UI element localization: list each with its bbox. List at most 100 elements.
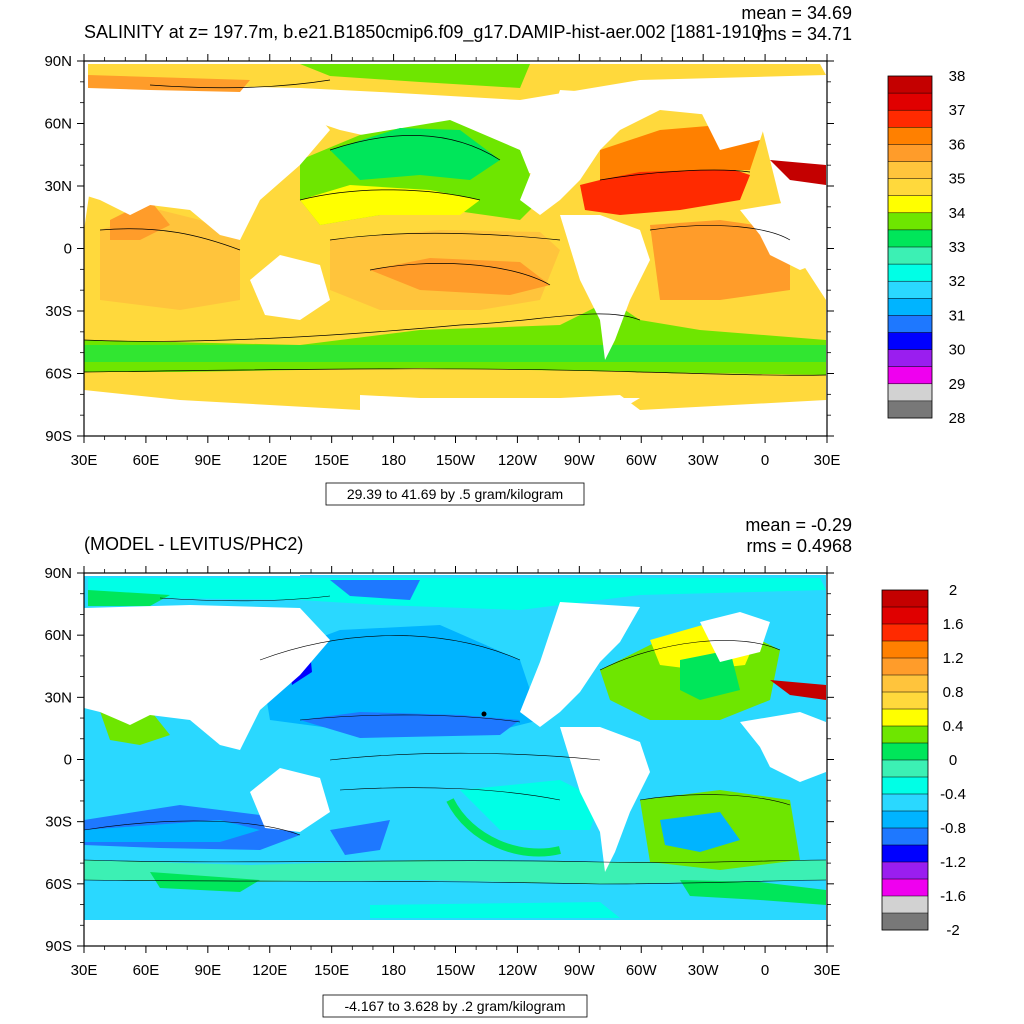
colorbar-label: 33 — [949, 239, 966, 256]
lat-tick-label: 0 — [64, 752, 72, 769]
lon-tick-label: 30E — [71, 452, 98, 469]
lat-tick-label: 60S — [45, 366, 72, 383]
colorbar-swatch — [882, 913, 928, 931]
lon-tick-label: 150E — [314, 452, 349, 469]
colorbar-label: 34 — [949, 205, 966, 222]
lat-tick-label: 0 — [64, 241, 72, 258]
lat-tick-label: 30N — [44, 689, 72, 706]
lat-tick-label: 60S — [45, 876, 72, 893]
colorbar-swatch — [888, 229, 932, 248]
salinity-lon-labels: 30E 60E 90E 120E 150E 180 150W 120W 90W 60W 30W 0 30… — [71, 452, 841, 469]
colorbar-label: 37 — [949, 102, 966, 119]
colorbar-swatch — [882, 777, 928, 795]
lon-tick-label: 60E — [133, 452, 160, 469]
difference-mean: mean = -0.29 — [745, 515, 852, 535]
colorbar-label: 30 — [949, 342, 966, 359]
lon-tick-label: 30W — [688, 452, 720, 469]
colorbar-label: -2 — [946, 922, 959, 939]
colorbar-label: 0 — [949, 752, 957, 769]
lon-tick-label: 120E — [252, 962, 287, 979]
salinity-range-box — [325, 482, 585, 506]
lat-tick-label: 90S — [45, 938, 72, 955]
difference-rms: rms = 0.4968 — [746, 536, 852, 556]
colorbar-swatch — [882, 624, 928, 642]
lon-tick-label: 120W — [498, 962, 538, 979]
colorbar-label: 35 — [949, 171, 966, 188]
colorbar-swatch — [888, 383, 932, 402]
colorbar-swatch — [882, 726, 928, 744]
colorbar-swatch — [882, 709, 928, 727]
lon-tick-label: 30E — [814, 962, 841, 979]
colorbar-label: 0.4 — [943, 718, 964, 735]
colorbar-label: -0.4 — [940, 786, 966, 803]
lon-tick-label: 120E — [252, 452, 287, 469]
colorbar-swatch — [888, 195, 932, 214]
lon-tick-label: 60W — [626, 452, 658, 469]
lon-tick-label: 30E — [71, 962, 98, 979]
salinity-lat-labels: 90N 60N 30N 0 30S 60S 90S — [44, 53, 72, 445]
lon-tick-label: 120W — [498, 452, 538, 469]
colorbar-label: 29 — [949, 376, 966, 393]
difference-title: (MODEL - LEVITUS/PHC2) — [84, 534, 303, 554]
salinity-range-text: 29.39 to 41.69 by .5 gram/kilogram — [347, 486, 563, 502]
colorbar-label: -1.2 — [940, 854, 966, 871]
colorbar-label: 1.6 — [943, 616, 964, 633]
colorbar-label: 1.2 — [943, 650, 964, 667]
colorbar-swatch — [888, 298, 932, 316]
colorbar-swatch — [888, 110, 932, 128]
colorbar-swatch — [882, 692, 928, 710]
lon-tick-label: 180 — [381, 962, 406, 979]
lon-tick-label: 180 — [381, 452, 406, 469]
colorbar-swatch — [882, 590, 928, 608]
colorbar-swatch — [888, 315, 932, 333]
colorbar-swatch — [888, 366, 932, 385]
colorbar-swatch — [888, 212, 932, 231]
colorbar-swatch — [882, 794, 928, 812]
colorbar-swatch — [888, 144, 932, 162]
colorbar-swatch — [882, 641, 928, 659]
lat-tick-label: 90S — [45, 428, 72, 445]
salinity-rms: rms = 34.71 — [756, 24, 852, 44]
lon-tick-label: 150W — [436, 962, 476, 979]
difference-range-text: -4.167 to 3.628 by .2 gram/kilogram — [344, 998, 565, 1014]
lat-tick-label: 30N — [44, 178, 72, 195]
difference-colorbar: 2 1.6 1.2 0.8 0.4 0 -0.4 -0.8 -1.2 -1.6 -2 — [881, 582, 966, 939]
colorbar-swatch — [882, 607, 928, 625]
difference-map — [84, 573, 827, 946]
lon-tick-label: 90W — [564, 962, 596, 979]
colorbar-swatch — [882, 675, 928, 693]
colorbar-label: 2 — [949, 582, 957, 599]
lon-tick-label: 0 — [761, 452, 769, 469]
colorbar-label: 36 — [949, 136, 966, 153]
lon-tick-label: 60E — [133, 962, 160, 979]
colorbar-swatch — [888, 281, 932, 299]
lon-tick-label: 90E — [194, 452, 221, 469]
colorbar-swatch — [882, 828, 928, 846]
lon-tick-label: 150W — [436, 452, 476, 469]
colorbar-swatch — [888, 247, 932, 265]
difference-lat-labels: 90N 60N 30N 0 30S 60S 90S — [44, 565, 72, 955]
lon-tick-label: 30W — [688, 962, 720, 979]
lat-tick-label: 90N — [44, 53, 72, 70]
lon-tick-label: 90E — [194, 962, 221, 979]
colorbar-swatch — [888, 76, 932, 94]
colorbar-swatch — [882, 896, 928, 914]
colorbar-swatch — [888, 161, 932, 179]
colorbar-label: 31 — [949, 307, 966, 324]
lat-tick-label: 30S — [45, 303, 72, 320]
colorbar-swatch — [882, 743, 928, 761]
colorbar-swatch — [888, 93, 932, 111]
colorbar-label: 38 — [949, 68, 966, 85]
lat-tick-label: 90N — [44, 565, 72, 582]
salinity-colorbar: 38 37 36 35 34 33 32 31 30 29 28 — [887, 68, 966, 427]
difference-lon-labels: 30E 60E 90E 120E 150E 180 150W 120W 90W 60W 30W 0 30… — [71, 962, 841, 979]
lon-tick-label: 90W — [564, 452, 596, 469]
colorbar-swatch — [888, 178, 932, 196]
lon-tick-label: 150E — [314, 962, 349, 979]
salinity-panel: SALINITY at z= 197.7m, b.e21.B1850cmip6.… — [44, 3, 966, 506]
colorbar-swatch — [882, 811, 928, 829]
lat-tick-label: 30S — [45, 814, 72, 831]
salinity-title: SALINITY at z= 197.7m, b.e21.B1850cmip6.… — [84, 22, 767, 43]
salinity-axis-ticks — [77, 54, 834, 443]
colorbar-swatch — [882, 879, 928, 897]
